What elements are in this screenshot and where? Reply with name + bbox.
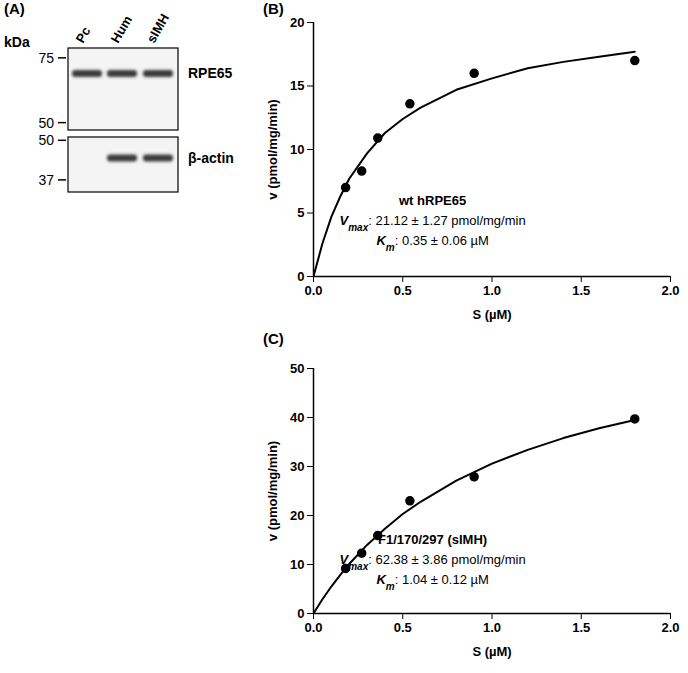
svg-text:β-actin: β-actin	[188, 150, 234, 166]
svg-text:50: 50	[290, 361, 304, 376]
svg-text:wt hRPE65: wt hRPE65	[398, 193, 466, 208]
svg-text:37: 37	[38, 172, 54, 188]
svg-text:75: 75	[38, 50, 54, 66]
svg-text:Km: 1.04 ± 0.12 µM: Km: 1.04 ± 0.12 µM	[376, 572, 488, 592]
svg-text:F1/170/297 (sIMH): F1/170/297 (sIMH)	[378, 532, 487, 547]
svg-text:20: 20	[290, 508, 304, 523]
svg-text:20: 20	[290, 15, 304, 30]
svg-text:Pc: Pc	[73, 24, 94, 45]
svg-text:Vmax: 21.12 ± 1.27 pmol/mg/min: Vmax: 21.12 ± 1.27 pmol/mg/min	[340, 213, 526, 233]
svg-text:S (µM): S (µM)	[472, 307, 511, 322]
svg-text:10: 10	[290, 142, 304, 157]
svg-text:10: 10	[290, 557, 304, 572]
svg-text:v (pmol/mg/min): v (pmol/mg/min)	[265, 441, 280, 541]
svg-text:50: 50	[38, 132, 54, 148]
svg-text:0.5: 0.5	[394, 283, 412, 298]
svg-text:sIMH: sIMH	[144, 11, 173, 45]
svg-text:15: 15	[290, 78, 304, 93]
svg-text:Km: 0.35 ± 0.06 µM: Km: 0.35 ± 0.06 µM	[376, 233, 488, 253]
html-text:(A): (A)	[4, 0, 25, 17]
svg-text:2.0: 2.0	[661, 620, 679, 635]
svg-text:0.5: 0.5	[394, 620, 412, 635]
svg-text:1.0: 1.0	[483, 283, 501, 298]
html-text:(C): (C)	[263, 330, 284, 347]
svg-text:1.5: 1.5	[572, 620, 590, 635]
svg-text:Vmax: 62.38 ± 3.86 pmol/mg/min: Vmax: 62.38 ± 3.86 pmol/mg/min	[340, 552, 526, 572]
svg-text:S (µM): S (µM)	[472, 644, 511, 659]
svg-text:kDa: kDa	[4, 34, 30, 50]
svg-text:0: 0	[297, 269, 304, 284]
svg-text:1.0: 1.0	[483, 620, 501, 635]
svg-text:5: 5	[297, 205, 304, 220]
svg-text:Hum: Hum	[108, 13, 135, 46]
svg-text:v (pmol/mg/min): v (pmol/mg/min)	[265, 99, 280, 199]
svg-text:50: 50	[38, 115, 54, 131]
svg-text:2.0: 2.0	[661, 283, 679, 298]
svg-text:1.5: 1.5	[572, 283, 590, 298]
svg-text:40: 40	[290, 410, 304, 425]
svg-text:0.0: 0.0	[304, 620, 322, 635]
svg-text:30: 30	[290, 459, 304, 474]
html-text:(B): (B)	[263, 0, 284, 17]
svg-text:0: 0	[297, 606, 304, 621]
svg-text:0.0: 0.0	[304, 283, 322, 298]
svg-text:RPE65: RPE65	[188, 65, 233, 81]
